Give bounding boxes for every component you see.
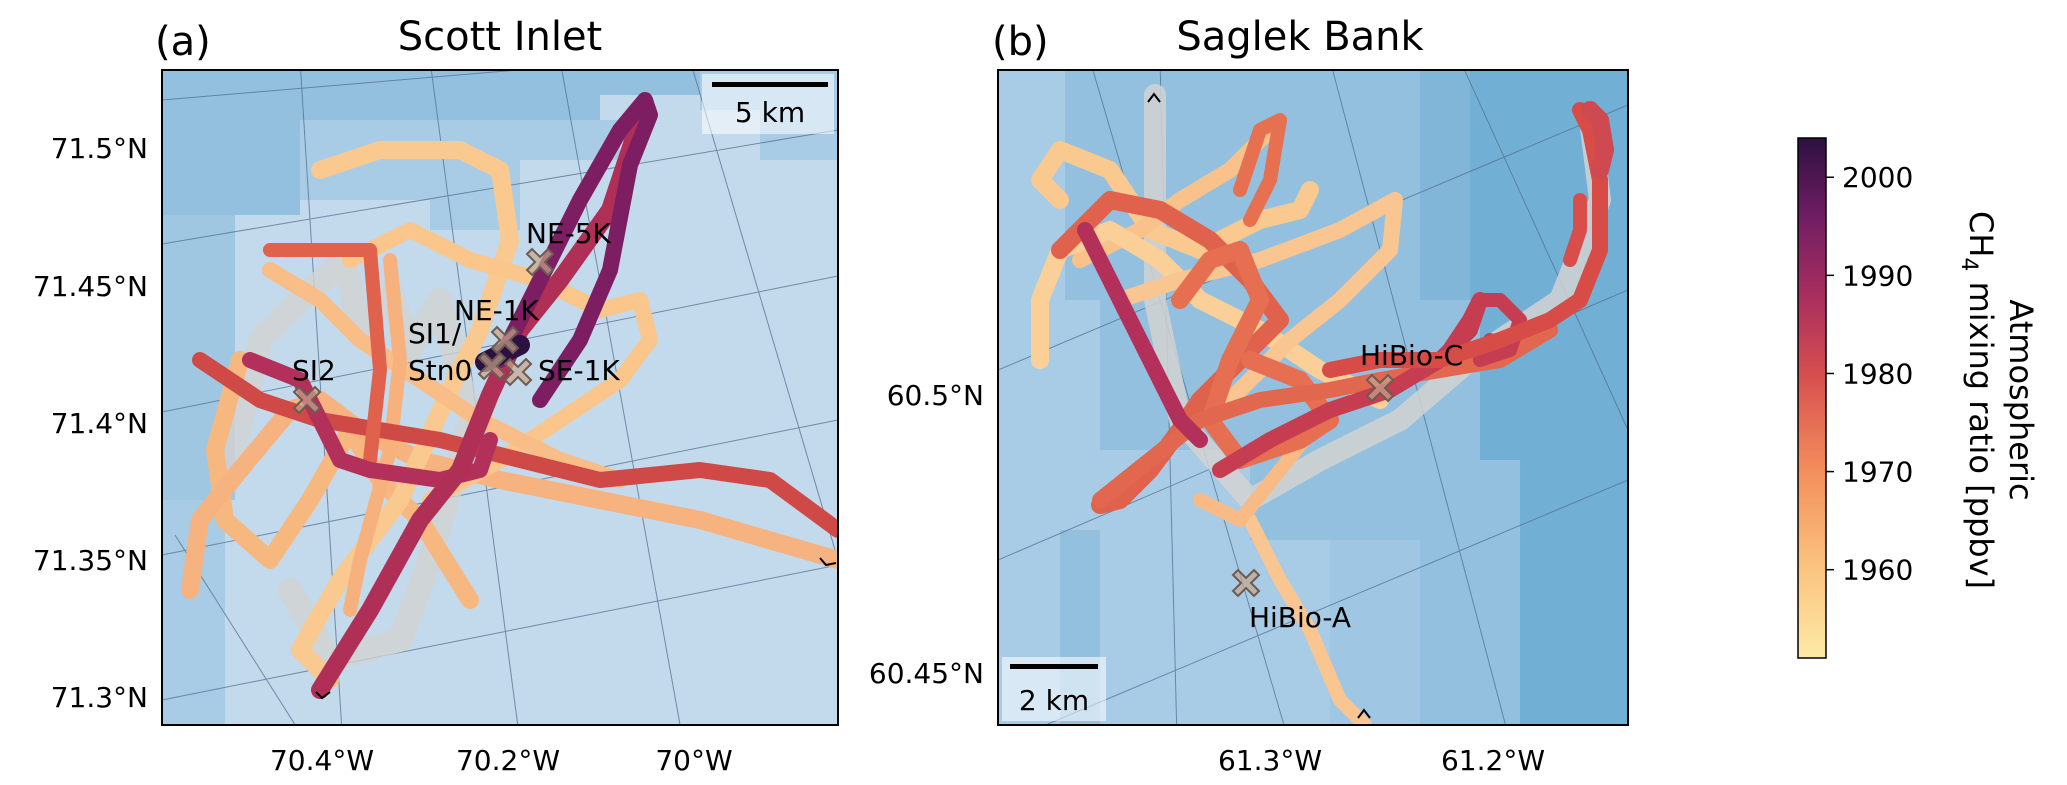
station-marker-ne-5k bbox=[525, 247, 555, 277]
ship-tracks bbox=[181, 92, 838, 699]
colorbar-tick-label: 1970 bbox=[1842, 456, 1913, 489]
station-marker-hibio-a bbox=[1231, 568, 1261, 598]
station-label-ne-5k: NE-5K bbox=[526, 217, 612, 250]
station-marker-ne-1k bbox=[490, 325, 520, 355]
lon-tick: 70.2°W bbox=[456, 744, 560, 777]
colorbar-tick-label: 1980 bbox=[1842, 357, 1913, 390]
map-frame bbox=[161, 69, 839, 726]
station-label-si1: SI1/ bbox=[408, 317, 462, 350]
lat-tick: 71.35°N bbox=[33, 544, 148, 577]
station-label-se-1k: SE-1K bbox=[538, 354, 620, 387]
station-label-hibio-c: HiBio-C bbox=[1360, 339, 1463, 372]
panel-label: (a) bbox=[155, 19, 211, 65]
scalebar-label: 5 km bbox=[735, 96, 805, 129]
station-markers bbox=[292, 247, 555, 415]
station-label-hibio-a: HiBio-A bbox=[1249, 601, 1351, 634]
station-marker-si1-stn0 bbox=[477, 351, 507, 381]
colorbar-tick-label: 1990 bbox=[1842, 259, 1913, 292]
colorbar: 2000 1990 1980 1970 1960 Atmospheric CH4… bbox=[1797, 137, 2040, 659]
latitude-axis: 60.5°N 60.45°N bbox=[869, 379, 984, 690]
lat-tick: 71.3°N bbox=[51, 681, 148, 714]
track-end-arrows bbox=[1147, 92, 1371, 719]
station-markers bbox=[1231, 373, 1395, 598]
map-panel-saglek-bank: (b) Saglek Bank bbox=[869, 14, 1629, 777]
lon-tick: 61.3°W bbox=[1218, 744, 1322, 777]
colorbar-tick-label: 1960 bbox=[1842, 554, 1913, 587]
lat-tick: 71.45°N bbox=[33, 270, 148, 303]
lat-tick: 60.5°N bbox=[887, 379, 984, 412]
scalebar: 2 km bbox=[1002, 657, 1106, 721]
lat-tick: 60.45°N bbox=[869, 657, 984, 690]
latitude-axis: 71.5°N 71.45°N 71.4°N 71.35°N 71.3°N bbox=[33, 132, 148, 714]
colorbar-ticks: 2000 1990 1980 1970 1960 bbox=[1826, 161, 1913, 587]
lat-tick: 71.4°N bbox=[51, 407, 148, 440]
colorbar-gradient bbox=[1797, 137, 1827, 659]
station-marker-se-1k bbox=[503, 357, 533, 387]
lon-tick: 70°W bbox=[655, 744, 732, 777]
panel-title: Saglek Bank bbox=[1176, 14, 1424, 60]
station-label-stn0: Stn0 bbox=[408, 354, 472, 387]
scalebar-label: 2 km bbox=[1019, 684, 1089, 717]
colorbar-title-line2: CH4 mixing ratio [ppbv] bbox=[1956, 211, 2000, 589]
station-marker-si2 bbox=[292, 385, 322, 415]
scalebar: 5 km bbox=[702, 74, 834, 134]
station-label-si2: SI2 bbox=[292, 354, 336, 387]
map-panel-scott-inlet: (a) Scott Inlet bbox=[33, 14, 839, 777]
lat-tick: 71.5°N bbox=[51, 132, 148, 165]
panel-label: (b) bbox=[992, 19, 1049, 65]
ship-tracks bbox=[1031, 84, 1614, 725]
lon-tick: 61.2°W bbox=[1441, 744, 1545, 777]
station-marker-hibio-c bbox=[1365, 373, 1395, 403]
lon-tick: 70.4°W bbox=[270, 744, 374, 777]
longitude-axis: 61.3°W 61.2°W bbox=[1218, 744, 1545, 777]
colorbar-title-line1: Atmospheric bbox=[2002, 299, 2040, 500]
track-end-arrows bbox=[315, 557, 837, 700]
panel-title: Scott Inlet bbox=[398, 14, 603, 60]
station-label-ne-1k: NE-1K bbox=[454, 294, 540, 327]
map-frame bbox=[997, 69, 1629, 726]
longitude-axis: 70.4°W 70.2°W 70°W bbox=[270, 744, 733, 777]
colorbar-tick-label: 2000 bbox=[1842, 161, 1913, 194]
